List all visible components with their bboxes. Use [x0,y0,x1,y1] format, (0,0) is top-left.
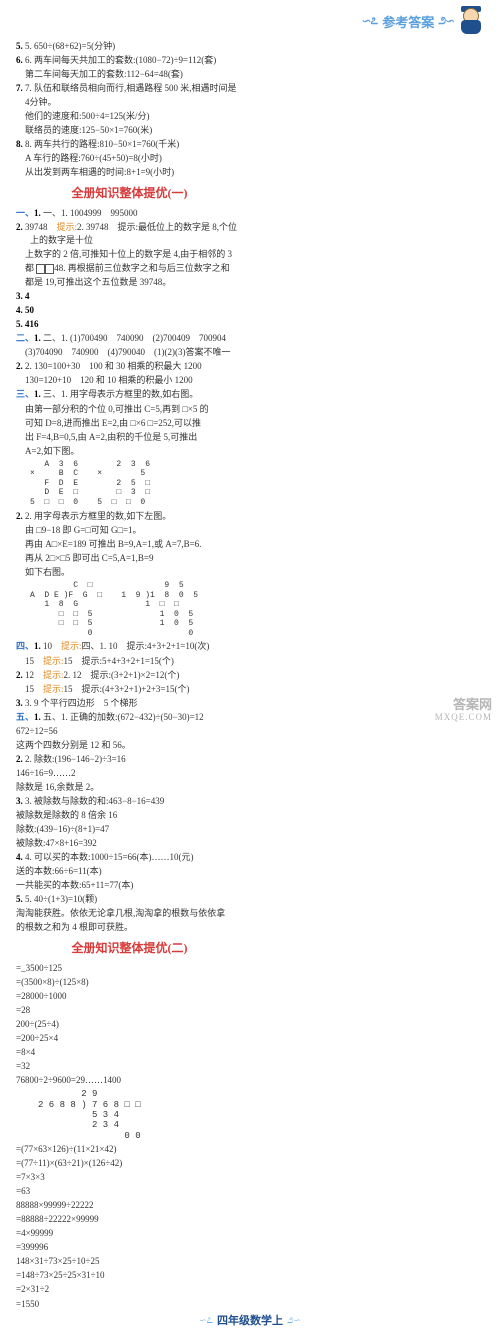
s1-si-2: 15 提示:15 提示:5+4+3+2+1=15(个) [16,655,243,668]
item-5-text: 5. 650÷(68+62)=5(分钟) [25,41,115,51]
s1-er-1: 二、1. 二、1. (1)700490 740090 (2)700409 700… [16,332,243,345]
item-7c: 他们的速度和:500÷4=125(米/分) [16,110,243,123]
s1-san-1c: 可知 D=8,进而推出 E=2,由 □×6 □=252,可以推 [16,417,243,430]
s1-wu-3a: 3. 3. 被除数与除数的和:463−8−16=439 [16,795,243,808]
s2-f1: 148×31÷73×25÷10÷25 [16,1255,243,1268]
content-columns: 5. 5. 650÷(68+62)=5(分钟) 6. 6. 两车间每天共加工的套… [16,40,484,1312]
s2-f3: =2×31÷2 [16,1283,243,1296]
s2-d2: =(77÷11)×(63÷21)×(126÷42) [16,1157,243,1170]
s1-er-2b: 130=120+10 120 和 10 相乘的积最小 1200 [16,374,243,387]
s1-wu-1a: 五、1. 五、1. 正确的加数:(672−432)÷(50−30)=12 [16,711,243,724]
s1-si-1: 四、1. 10 提示:四、1. 10 提示:4+3+2+1=10(次) [16,640,243,653]
s1-wu-1b: 672÷12=56 [16,725,243,738]
item-7b: 4分钟。 [16,96,243,109]
page-footer: ∽೭ 四年级数学上 ೨∽ [16,1312,484,1328]
s2-c1: 76800÷2÷9600=29……1400 [16,1074,243,1087]
long-division: 2 9 2 6 8 8 ) 7 6 8 □ □ 5 3 4 2 3 4 0 0 [38,1089,243,1141]
s1-wu-3c: 除数:(439−16)÷(8+1)=47 [16,823,243,836]
s1-wu-3d: 被除数:47×8+16=392 [16,837,243,850]
s1-er-2a: 2. 2. 130=100+30 100 和 30 相乘的积最大 1200 [16,360,243,373]
r-si-15: 15 提示:15 提示:(4+3+2+1)+2+3=15(个) [16,683,243,696]
item-8c: 从出发到两车相遇的时间:8+1=9(小时) [16,166,243,179]
s1-yi-2b: 上数字的 2 倍,可推知十位上的数字是 4,由于相邻的 3 [16,248,243,261]
r-si-2-12: 2. 12 提示:2. 12 提示:(3+2+1)×2=12(个) [16,669,243,682]
mascot-icon [458,6,484,36]
watermark: 答案网 MXQE.COM [435,697,492,723]
item-5: 5. 5. 650÷(68+62)=5(分钟) [16,40,243,53]
item-6b: 第二车间每天加工的套数:112−64=48(套) [16,68,243,81]
swirl-left-icon: ∽೭ [362,13,378,29]
s2-b2: =200÷25×4 [16,1032,243,1045]
s2-a3: =28 [16,1004,243,1017]
s2-d4: =63 [16,1185,243,1198]
s1-san-1a: 三、1. 三、1. 用字母表示方框里的数,如右图。 [16,388,243,401]
s1-san-2d: 再从 2□×□5 即可出 C=5,A=1,B=9 [16,552,243,565]
s1-wu-4b: 送的本数:66÷6=11(本) [16,865,243,878]
s1-wu-3b: 被除数是除数的 8 倍余 16 [16,809,243,822]
s1-wu-2c: 除数是 16,余数是 2。 [16,781,243,794]
s1-san-1b: 由第一部分积的个位 0,可推出 C=5,再到 □×5 的 [16,403,243,416]
s2-d1: =(77×63×126)÷(11×21×42) [16,1143,243,1156]
s2-a1: =(3500×8)÷(125×8) [16,976,243,989]
s2-f4: =1550 [16,1298,243,1311]
s1-san-2e: 如下右图。 [16,566,243,579]
s1-wu-2b: 146÷16=9……2 [16,767,243,780]
s1-yi-5: 5. 416 [16,318,243,331]
watermark-line1: 答案网 [435,697,492,713]
s1-wu-4c: 一共能买的本数:65+11=77(本) [16,879,243,892]
s2-d3: =7×3×3 [16,1171,243,1184]
s1-wu-5a: 5. 5. 40÷(1+3)=10(颗) [16,893,243,906]
footer-swirl-left-icon: ∽೭ [196,1312,218,1327]
section-header-1: 全册知识整体提优(一) [16,185,243,202]
footer-text: 四年级数学上 [217,1312,283,1328]
s1-wu-5b: 淘淘能获胜。依依无论拿几根,淘淘拿的根数与依依拿 [16,907,243,920]
multiplication-grid-1: A 3 6 2 3 6 × B C × 5 F D E 2 5 □ D E □ … [30,460,243,508]
s1-wu-5c: 的根数之和为 4 根即可获胜。 [16,921,243,934]
r-si-3: 3. 3. 9 个平行四边形 5 个梯形 [16,697,243,710]
s2-b1: 200÷(25÷4) [16,1018,243,1031]
item-7: 7. 7. 队伍和联络员相向而行,相遇路程 500 米,相遇时间是 [16,82,243,95]
s1-yi-1: 一、1. 一、1. 1004999 995000 [16,207,243,220]
answers-header: ∽೭ 参考答案 ೨∽ [16,6,484,36]
watermark-line2: MXQE.COM [435,712,492,723]
s1-san-2b: 由 □9−18 即 G=□可知 G□=1。 [16,524,243,537]
s2-f2: =148÷73×25÷25×31÷10 [16,1269,243,1282]
s1-wu-1c: 这两个四数分别是 12 和 56。 [16,739,243,752]
s2-e1: 88888×99999÷22222 [16,1199,243,1212]
item-8: 8. 8. 两车共行的路程:810−50×1=760(千米) [16,138,243,151]
section-header-2: 全册知识整体提优(二) [16,940,243,957]
s1-yi-2e: 都是 19,可推出这个五位数是 39748。 [16,276,243,289]
s1-san-1d: 出 F=4,B=0,5,由 A=2,由积的千位是 5,可推出 [16,431,243,444]
header-title: 参考答案 [378,12,438,31]
s2-b3: =8×4 [16,1046,243,1059]
s2-e3: =4×99999 [16,1227,243,1240]
item-6a: 6. 两车间每天共加工的套数:(1080−72)÷9=112(套) [25,55,216,65]
swirl-right-icon: ೨∽ [438,13,454,29]
s1-wu-2a: 2. 2. 除数:(196−146−2)÷3=16 [16,753,243,766]
s2-a2: =28000÷1000 [16,990,243,1003]
s1-yi-2: 2. 39748 提示:2. 39748 提示:最低位上的数字是 8,个位上的数… [16,221,243,247]
s1-er-1b: (3)704090 740900 (4)790040 (1)(2)(3)答案不唯… [16,346,243,359]
s1-yi-4: 4. 50 [16,304,243,317]
s1-yi-3: 3. 4 [16,290,243,303]
s2-eq-top: =_3500÷125 [16,962,243,975]
s1-wu-4a: 4. 4. 可以买的本数:1000÷15=66(本)……10(元) [16,851,243,864]
s1-yi-2c: 都 48. 再根据前三位数字之和与后三位数字之和 [16,262,243,275]
division-grid-2: C □ 9 5 A D E )F G □ 1 9 )1 8 0 5 1 8 G … [30,581,243,639]
footer-swirl-right-icon: ೨∽ [283,1312,305,1327]
s1-san-2a: 2. 2. 用字母表示方框里的数,如下左图。 [16,510,243,523]
s1-san-1e: A=2,如下图。 [16,445,243,458]
s1-san-2c: 再由 A□×E=189 可推出 B=9,A=1,或 A=7,B=6. [16,538,243,551]
item-7d: 联络员的速度:125−50×1=760(米) [16,124,243,137]
s2-e2: =88888÷22222×99999 [16,1213,243,1226]
s2-e4: =399996 [16,1241,243,1254]
item-6: 6. 6. 两车间每天共加工的套数:(1080−72)÷9=112(套) [16,54,243,67]
item-8b: A 车行的路程:760÷(45+50)=8(小时) [16,152,243,165]
s2-b4: =32 [16,1060,243,1073]
header-banner: ∽೭ 参考答案 ೨∽ [362,6,484,36]
